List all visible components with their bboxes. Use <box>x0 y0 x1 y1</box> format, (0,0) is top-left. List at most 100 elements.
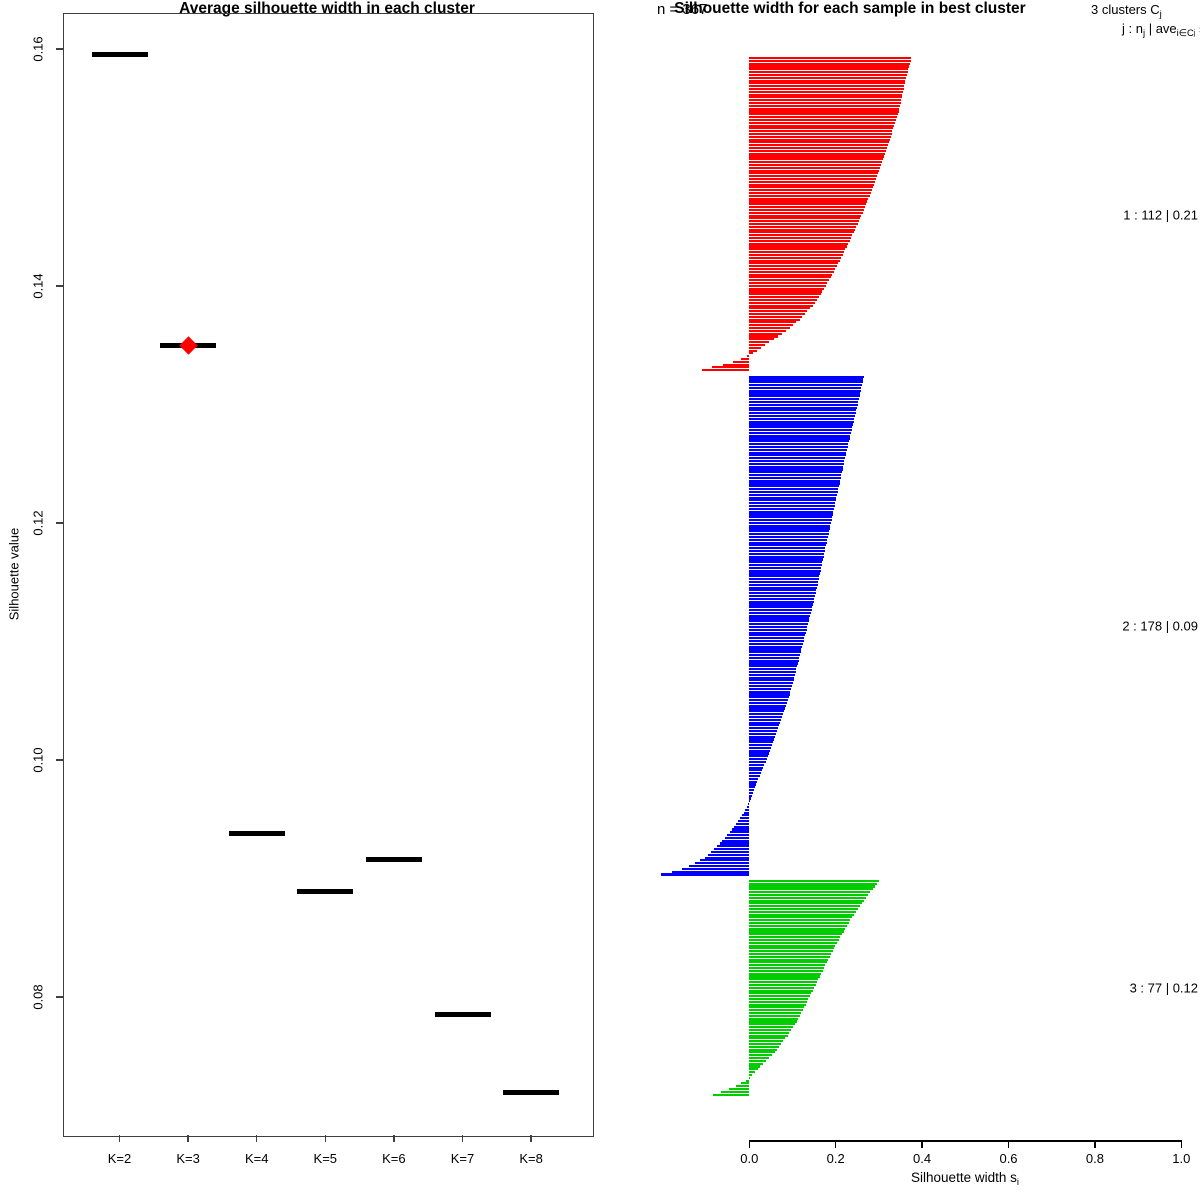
silhouette-bar <box>749 265 836 267</box>
silhouette-bar <box>749 764 764 766</box>
silhouette-bar <box>749 640 803 642</box>
silhouette-bar <box>749 296 819 298</box>
silhouette-bar <box>734 826 749 828</box>
silhouette-bar <box>714 848 749 850</box>
silhouette-bar <box>749 888 872 890</box>
silhouette-bar <box>672 871 750 873</box>
silhouette-bar <box>749 82 904 84</box>
x-tick-label: K=4 <box>245 1151 269 1166</box>
silhouette-bar <box>749 978 818 980</box>
silhouette-bar <box>749 795 751 797</box>
silhouette-bar <box>749 693 789 695</box>
silhouette-bar <box>749 415 855 417</box>
silhouette-bar <box>749 141 888 143</box>
silhouette-bar <box>749 922 848 924</box>
silhouette-bar <box>749 212 862 214</box>
silhouette-bar <box>749 530 829 532</box>
silhouette-bar <box>749 660 798 662</box>
silhouette-bar <box>749 629 806 631</box>
silhouette-bar <box>749 392 860 394</box>
silhouette-bar <box>749 268 835 270</box>
silhouette-bar <box>749 900 864 902</box>
silhouette-bar <box>749 200 867 202</box>
silhouette-bar <box>749 1071 754 1073</box>
silhouette-bar <box>721 1091 749 1093</box>
silhouette-bar <box>682 868 749 870</box>
silhouette-bar <box>749 617 809 619</box>
silhouette-bar <box>749 147 886 149</box>
silhouette-bar <box>749 102 900 104</box>
silhouette-bar <box>749 125 894 127</box>
silhouette-bar <box>749 911 856 913</box>
avg-width-segment <box>435 1012 491 1017</box>
y-tick-label: 0.10 <box>31 747 46 772</box>
silhouette-bar <box>749 260 839 262</box>
silhouette-bar <box>749 606 812 608</box>
silhouette-bar <box>749 335 778 337</box>
silhouette-bar <box>749 94 902 96</box>
silhouette-bar <box>749 282 827 284</box>
silhouette-bar <box>749 130 892 132</box>
silhouette-bar <box>749 612 811 614</box>
silhouette-bar <box>749 679 793 681</box>
silhouette-bar <box>727 834 749 836</box>
silhouette-bar <box>749 437 849 439</box>
x-tick-label: 0.0 <box>740 1151 758 1166</box>
silhouette-bar <box>749 324 793 326</box>
x-tick-label: 0.2 <box>827 1151 845 1166</box>
y-tick-mark <box>56 996 63 998</box>
silhouette-bar <box>749 705 786 707</box>
silhouette-bar <box>749 527 829 529</box>
silhouette-bar <box>749 542 826 544</box>
silhouette-bar <box>749 217 860 219</box>
x-tick-label: K=6 <box>382 1151 406 1166</box>
silhouette-bar <box>738 820 749 822</box>
y-tick-mark <box>56 285 63 287</box>
silhouette-bar <box>747 806 749 808</box>
silhouette-bar <box>749 671 796 673</box>
silhouette-bar <box>749 716 782 718</box>
silhouette-bar <box>689 865 749 867</box>
silhouette-bar <box>749 279 829 281</box>
silhouette-bar <box>749 945 835 947</box>
silhouette-bar <box>749 547 825 549</box>
silhouette-bar <box>749 482 839 484</box>
silhouette-bar <box>749 170 879 172</box>
sample-count-annotation: n = 367 <box>657 1 707 18</box>
silhouette-bar <box>749 508 834 510</box>
silhouette-bar <box>749 378 863 380</box>
silhouette-bar <box>749 96 902 98</box>
silhouette-bar <box>749 426 852 428</box>
silhouette-bar <box>749 237 851 239</box>
silhouette-bar <box>749 310 807 312</box>
silhouette-bar <box>749 198 868 200</box>
silhouette-bar <box>749 724 779 726</box>
silhouette-bar <box>749 747 771 749</box>
silhouette-bar <box>749 167 880 169</box>
text-token: Silhouette width s <box>911 1170 1017 1185</box>
silhouette-bar <box>749 63 910 65</box>
silhouette-bar <box>749 497 836 499</box>
text-token: j : n <box>1122 21 1143 36</box>
silhouette-bar <box>749 553 824 555</box>
silhouette-bar <box>723 364 750 366</box>
silhouette-bar <box>749 688 791 690</box>
silhouette-bar <box>749 761 765 763</box>
silhouette-bar <box>749 1051 774 1053</box>
x-tick-mark <box>1181 1140 1183 1148</box>
silhouette-bar <box>736 823 749 825</box>
silhouette-bar <box>749 970 822 972</box>
silhouette-bar <box>749 783 756 785</box>
silhouette-bar <box>730 831 750 833</box>
silhouette-bar <box>749 338 773 340</box>
silhouette-bar <box>749 897 866 899</box>
silhouette-bar <box>749 240 849 242</box>
silhouette-bar <box>749 223 857 225</box>
silhouette-bar <box>749 1068 757 1070</box>
silhouette-bar <box>749 333 782 335</box>
silhouette-bar <box>749 702 786 704</box>
silhouette-bar <box>749 480 840 482</box>
silhouette-bar <box>749 195 869 197</box>
silhouette-bar <box>749 781 757 783</box>
silhouette-bar <box>749 525 830 527</box>
